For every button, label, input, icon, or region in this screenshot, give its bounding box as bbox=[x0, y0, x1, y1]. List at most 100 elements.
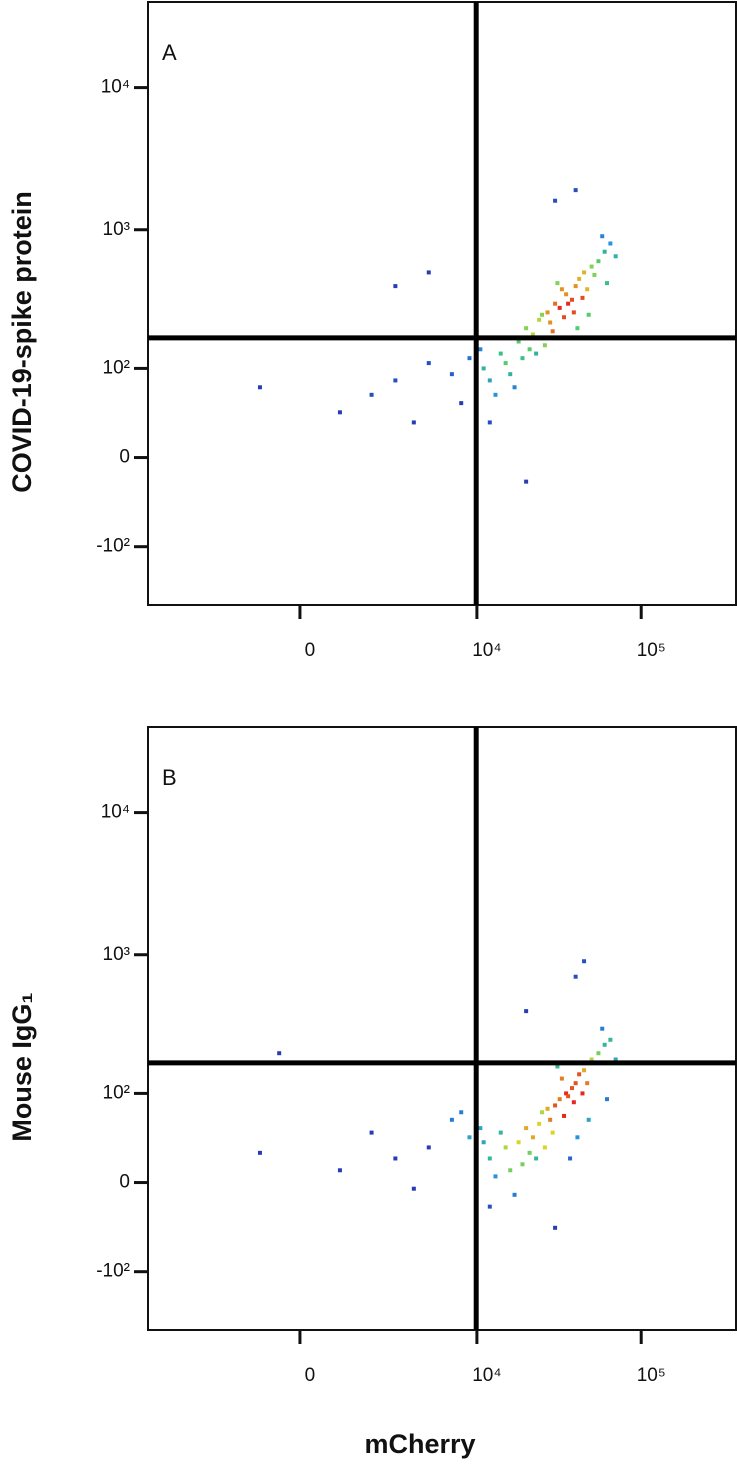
event-point bbox=[589, 1057, 594, 1062]
event-point bbox=[573, 1081, 578, 1086]
event-point bbox=[498, 351, 503, 356]
event-point bbox=[540, 1110, 545, 1115]
event-point bbox=[527, 347, 532, 352]
event-point bbox=[503, 361, 508, 366]
event-point bbox=[553, 1103, 558, 1108]
event-point bbox=[573, 284, 578, 289]
event-point bbox=[559, 1076, 564, 1081]
event-point bbox=[530, 1135, 535, 1140]
panel-label: A bbox=[162, 40, 177, 65]
y-tick-label: 10⁴ bbox=[101, 802, 130, 823]
event-point bbox=[557, 305, 562, 310]
event-point bbox=[520, 356, 525, 361]
x-tick-label: 0 bbox=[305, 1365, 316, 1386]
event-point bbox=[487, 420, 492, 425]
event-point bbox=[548, 320, 553, 325]
event-point bbox=[582, 270, 587, 275]
event-point bbox=[459, 401, 464, 406]
y-tick-label: 10⁴ bbox=[101, 77, 130, 98]
event-point bbox=[503, 1145, 508, 1150]
event-point bbox=[393, 284, 398, 289]
event-point bbox=[592, 272, 597, 277]
event-point bbox=[613, 1057, 618, 1062]
event-point bbox=[337, 1168, 342, 1173]
x-axis-title: mCherry bbox=[364, 1429, 475, 1459]
x-tick-label: 10⁴ bbox=[472, 1365, 501, 1386]
y-tick-label: 0 bbox=[119, 1172, 130, 1193]
event-point bbox=[411, 420, 416, 425]
event-point bbox=[493, 392, 498, 397]
event-point bbox=[555, 1064, 560, 1069]
event-point bbox=[512, 385, 517, 390]
event-point bbox=[602, 1042, 607, 1047]
event-point bbox=[537, 317, 542, 322]
event-point bbox=[575, 1135, 580, 1140]
y-tick-label: 10³ bbox=[103, 944, 130, 965]
event-point bbox=[534, 1156, 539, 1161]
x-tick-label: 10⁵ bbox=[637, 640, 666, 661]
event-point bbox=[537, 1121, 542, 1126]
event-point bbox=[568, 1156, 573, 1161]
event-point bbox=[569, 1086, 574, 1091]
event-point bbox=[467, 356, 472, 361]
event-point bbox=[524, 479, 529, 484]
event-point bbox=[596, 259, 601, 264]
event-point bbox=[516, 339, 521, 344]
plot-frame bbox=[147, 726, 737, 1331]
event-point bbox=[608, 241, 613, 246]
event-point bbox=[604, 1097, 609, 1102]
event-point bbox=[524, 326, 529, 331]
event-point bbox=[481, 1140, 486, 1145]
event-point bbox=[571, 1100, 576, 1105]
event-point bbox=[257, 1150, 262, 1155]
event-point bbox=[573, 188, 578, 193]
event-point bbox=[481, 366, 486, 371]
y-tick-label: 0 bbox=[119, 447, 130, 468]
event-point bbox=[426, 270, 431, 275]
event-point bbox=[524, 1009, 529, 1014]
event-point bbox=[277, 1051, 282, 1056]
event-point bbox=[577, 1072, 582, 1077]
event-point bbox=[586, 312, 591, 317]
panel-label: B bbox=[162, 765, 177, 790]
event-point bbox=[542, 1145, 547, 1150]
event-point bbox=[478, 1126, 483, 1131]
x-tick-label: 0 bbox=[305, 640, 316, 661]
event-point bbox=[613, 254, 618, 259]
event-point bbox=[585, 287, 590, 292]
event-point bbox=[512, 1192, 517, 1197]
event-point bbox=[555, 281, 560, 286]
event-point bbox=[449, 1117, 454, 1122]
event-point bbox=[524, 1126, 529, 1131]
event-point bbox=[564, 1091, 569, 1096]
plot-frame bbox=[147, 1, 737, 606]
x-tick-label: 10⁵ bbox=[637, 1365, 666, 1386]
event-point bbox=[467, 1135, 472, 1140]
y-tick-label: 10² bbox=[103, 1082, 130, 1103]
event-point bbox=[487, 378, 492, 383]
event-point bbox=[520, 1162, 525, 1167]
event-point bbox=[369, 1130, 374, 1135]
event-point bbox=[459, 1110, 464, 1115]
event-point bbox=[575, 326, 580, 331]
event-point bbox=[580, 1091, 585, 1096]
event-point bbox=[569, 297, 574, 302]
x-tick-label: 10⁴ bbox=[472, 640, 501, 661]
event-point bbox=[577, 276, 582, 281]
event-point bbox=[426, 1145, 431, 1150]
event-point bbox=[571, 310, 576, 315]
event-point bbox=[257, 385, 262, 390]
event-point bbox=[369, 392, 374, 397]
event-point bbox=[564, 292, 569, 297]
event-point bbox=[545, 1106, 550, 1111]
event-point bbox=[589, 264, 594, 269]
event-point bbox=[508, 1168, 513, 1173]
event-point bbox=[602, 249, 607, 254]
event-point bbox=[548, 1117, 553, 1122]
event-point bbox=[516, 1140, 521, 1145]
event-point bbox=[553, 1225, 558, 1230]
event-point bbox=[493, 1174, 498, 1179]
event-point bbox=[566, 1094, 571, 1099]
y-axis-title: Mouse IgG₁ bbox=[7, 992, 37, 1141]
